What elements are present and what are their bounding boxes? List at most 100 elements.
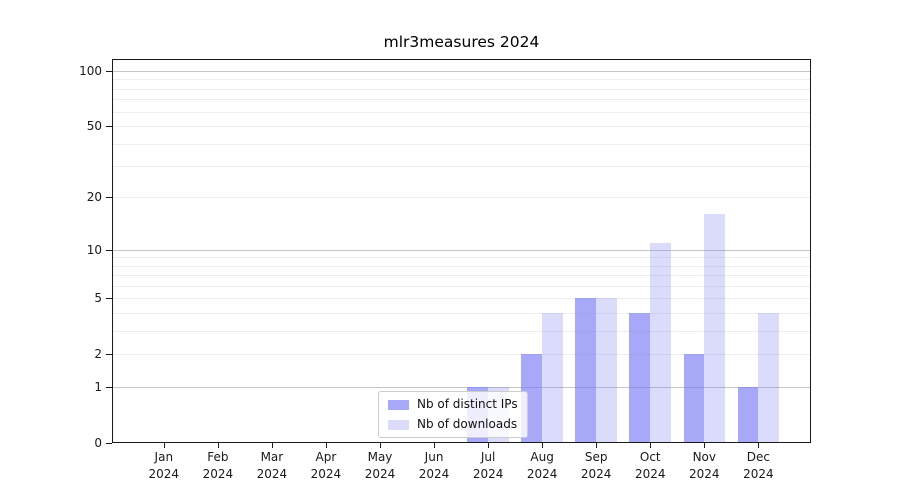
x-tick-label-year: 2024 [364,466,396,481]
x-tick-label-month: Jul [480,450,496,464]
minor-gridline [113,265,810,267]
y-tick-mark [106,250,112,251]
legend-swatch-downloads [388,419,409,430]
x-tick-label-year: 2024 [689,466,720,481]
x-tick-label-month: Mar [260,450,284,464]
x-tick-mark [596,443,597,448]
x-tick-label-year: 2024 [580,466,612,481]
x-tick-label: Oct 2024 [615,449,685,482]
legend-item: Nb of downloads [388,416,518,433]
legend-item: Nb of distinct IPs [388,396,518,413]
x-tick-mark [488,443,489,448]
x-tick-label: Feb 2024 [183,449,253,482]
x-tick-label-month: Oct [639,450,661,464]
x-tick-label: Aug 2024 [507,449,577,482]
x-tick-mark [218,443,219,448]
minor-gridline [113,99,810,101]
y-tick-mark [106,298,112,299]
x-tick-label-year: 2024 [202,466,234,481]
x-tick-label: May 2024 [345,449,415,482]
x-tick-mark [758,443,759,448]
x-tick-label-year: 2024 [634,466,666,481]
minor-gridline [113,298,810,300]
x-tick-label-month: Nov [692,450,716,464]
x-tick-label-year: 2024 [148,466,180,481]
minor-gridline [113,143,810,145]
bar-downloads [704,214,726,442]
x-tick-mark [434,443,435,448]
x-tick-mark [650,443,651,448]
major-gridline [113,71,810,73]
x-tick-label: Jan 2024 [129,449,199,482]
x-tick-mark [542,443,543,448]
y-tick-label: 5 [94,291,102,306]
x-tick-label: Jul 2024 [453,449,523,482]
major-gridline [113,249,810,251]
x-tick-mark [380,443,381,448]
x-tick-label-year: 2024 [743,466,774,481]
minor-gridline [113,275,810,277]
legend-swatch-distinct-ips [388,399,409,410]
y-tick-label: 2 [94,347,102,362]
minor-gridline [113,330,810,332]
minor-gridline [113,111,810,113]
x-tick-label-month: May [367,450,393,464]
bar-distinct-ips [629,312,651,442]
minor-gridline [113,285,810,287]
x-tick-label-month: Apr [315,450,337,464]
x-tick-label-year: 2024 [472,466,504,481]
x-tick-label: Nov 2024 [669,449,739,482]
y-tick-mark [106,71,112,72]
x-tick-label-year: 2024 [256,466,288,481]
legend-label: Nb of downloads [417,417,518,431]
plot-area [112,59,811,443]
bar-downloads [650,242,672,442]
legend-label: Nb of distinct IPs [417,397,518,411]
y-tick-label: 100 [79,64,102,79]
y-tick-label: 1 [94,379,102,394]
x-tick-label-month: Aug [530,450,554,464]
bar-downloads [596,298,617,442]
y-tick-mark [106,354,112,355]
x-tick-mark [164,443,165,448]
x-tick-mark [326,443,327,448]
x-tick-label: Jun 2024 [399,449,469,482]
minor-gridline [113,354,810,356]
chart-title: mlr3measures 2024 [383,33,540,51]
major-gridline [113,386,810,388]
x-tick-label: Sep 2024 [561,449,631,482]
x-tick-label-month: Sep [584,450,608,464]
y-tick-mark [106,443,112,444]
bar-distinct-ips [737,386,759,442]
x-tick-label: Mar 2024 [237,449,307,482]
x-tick-mark [272,443,273,448]
bar-downloads [542,312,563,442]
minor-gridline [113,126,810,128]
x-tick-mark [704,443,705,448]
x-tick-label-month: Jan [154,450,174,464]
x-tick-label-month: Feb [207,450,229,464]
x-tick-label-year: 2024 [418,466,450,481]
y-tick-mark [106,387,112,388]
minor-gridline [113,257,810,259]
y-tick-label: 10 [86,242,102,257]
y-tick-label: 50 [86,119,102,134]
y-tick-mark [106,197,112,198]
x-tick-label: Apr 2024 [291,449,361,482]
x-tick-label-year: 2024 [310,466,342,481]
minor-gridline [113,312,810,314]
x-tick-label-month: Dec [746,450,770,464]
x-tick-label: Dec 2024 [723,449,793,482]
y-tick-label: 0 [94,435,102,450]
bar-distinct-ips [575,298,597,442]
y-tick-label: 20 [86,190,102,205]
minor-gridline [113,166,810,168]
legend-box: Nb of distinct IPs Nb of downloads [378,391,528,438]
x-tick-label-month: Jun [424,450,444,464]
x-tick-label-year: 2024 [526,466,558,481]
bar-distinct-ips [683,354,705,442]
bar-downloads [758,312,780,442]
minor-gridline [113,79,810,81]
minor-gridline [113,88,810,90]
